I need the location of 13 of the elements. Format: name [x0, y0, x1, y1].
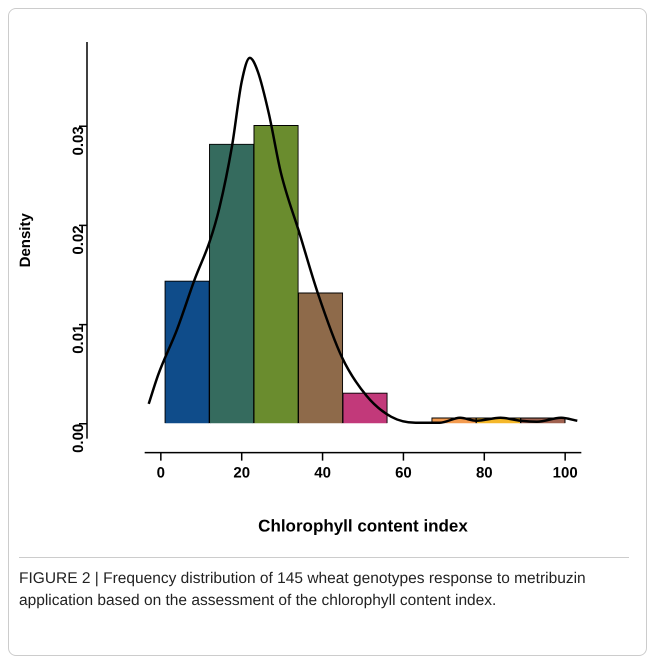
caption: FIGURE 2 | Frequency distribution of 145 wheat genotypes response to metribuzin application based on the assessment of the chlorophyll content index.: [19, 569, 587, 611]
x-tick-label: 20: [233, 464, 250, 482]
y-tick-label: 0.01: [70, 324, 88, 354]
x-tick-label: 40: [314, 464, 331, 482]
x-tick-label: 0: [156, 464, 166, 482]
y-axis-title: Density: [17, 212, 34, 268]
y-tick-label: 0.02: [70, 225, 88, 255]
x-tick-label: 100: [552, 464, 578, 482]
x-tick-label: 60: [395, 464, 412, 482]
x-tick-label: 80: [476, 464, 493, 482]
x-axis-title: Chlorophyll content index: [258, 516, 468, 536]
y-tick-label: 0.00: [70, 424, 88, 453]
y-tick-label: 0.03: [70, 126, 88, 156]
